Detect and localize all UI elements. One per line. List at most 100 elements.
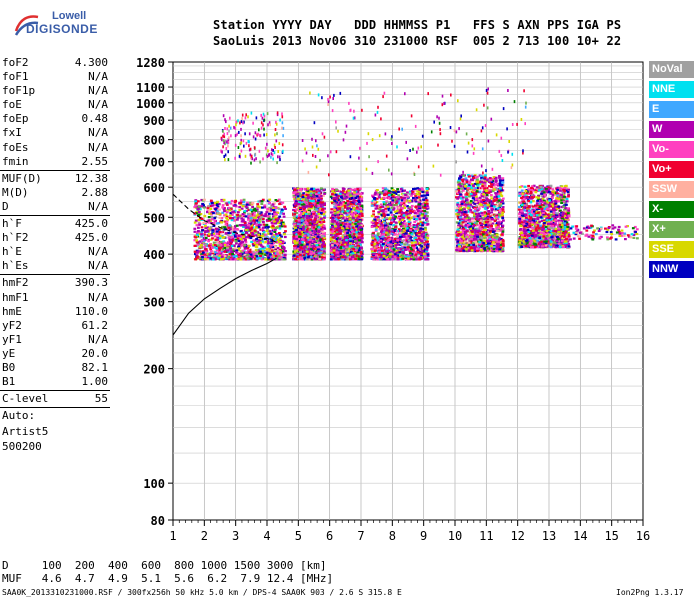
echo-point xyxy=(301,247,305,250)
echo-point xyxy=(299,221,303,224)
echo-point xyxy=(360,200,364,203)
echo-point xyxy=(213,202,217,205)
echo-point xyxy=(377,193,381,196)
echo-point xyxy=(305,245,309,248)
echo-point xyxy=(307,244,311,247)
echo-point xyxy=(357,232,361,235)
echo-point xyxy=(360,234,364,237)
echo-point xyxy=(273,213,277,216)
echo-point xyxy=(253,207,257,210)
echo-point xyxy=(339,202,342,205)
param-row: h`F 425.0 xyxy=(0,217,110,231)
echo-point xyxy=(320,229,324,232)
echo-point xyxy=(240,223,244,227)
echo-point xyxy=(207,244,211,247)
echo-point xyxy=(322,220,326,223)
param-value: 2.55 xyxy=(81,154,109,168)
echo-point xyxy=(271,226,275,230)
echo-point xyxy=(329,229,333,232)
echo-point xyxy=(284,230,287,233)
echo-point xyxy=(274,245,277,248)
echo-point xyxy=(334,258,338,261)
echo-point xyxy=(307,215,311,218)
echo-point xyxy=(275,257,279,260)
echo-point xyxy=(241,231,245,234)
param-name: yE xyxy=(2,346,16,360)
echo-point xyxy=(254,231,258,234)
echo-point xyxy=(255,241,259,244)
echo-point xyxy=(416,187,420,190)
echo-point xyxy=(208,210,211,213)
echo-point xyxy=(194,236,198,239)
echo-point xyxy=(261,254,264,257)
echo-point xyxy=(373,204,377,207)
echo-point xyxy=(338,256,342,259)
echo-point xyxy=(314,257,318,261)
echo-point xyxy=(223,243,227,247)
echo-point xyxy=(308,206,311,209)
echo-point xyxy=(212,222,216,225)
echo-point xyxy=(293,215,296,218)
echo-point xyxy=(391,202,394,205)
echo-point xyxy=(349,208,353,211)
echo-point xyxy=(305,248,308,251)
echo-point xyxy=(274,254,278,257)
echo-point xyxy=(402,227,405,230)
echo-point xyxy=(342,224,346,227)
echo-point xyxy=(242,233,245,236)
echo-point xyxy=(355,230,358,233)
echo-point xyxy=(200,242,204,245)
echo-point xyxy=(265,248,269,251)
echo-point xyxy=(208,246,212,249)
echo-point xyxy=(358,219,362,222)
echo-point xyxy=(275,213,278,216)
echo-point xyxy=(344,202,348,205)
param-name: h`E xyxy=(2,245,22,259)
echo-point xyxy=(340,208,344,211)
echo-point xyxy=(360,231,364,234)
echo-point xyxy=(337,236,340,239)
echo-point xyxy=(220,199,224,203)
echo-point xyxy=(295,189,298,192)
param-name: foEp xyxy=(2,112,29,126)
echo-point xyxy=(353,251,357,255)
echo-point xyxy=(317,204,321,207)
echo-point xyxy=(346,203,350,206)
echo-point xyxy=(318,212,321,215)
header-columns: Station YYYY DAY DDD HHMMSS P1 FFS S AXN… xyxy=(213,18,622,32)
echo-point xyxy=(374,221,377,224)
echo-point xyxy=(355,227,359,230)
echo-point xyxy=(299,187,303,191)
echo-point xyxy=(231,258,235,261)
logo-text-lowell: Lowell xyxy=(52,10,87,22)
echo-point xyxy=(372,213,375,216)
echo-point xyxy=(341,258,345,261)
echo-point xyxy=(391,228,395,231)
echo-point xyxy=(244,228,248,232)
echo-point xyxy=(241,244,244,247)
echo-point xyxy=(242,253,246,256)
echo-point xyxy=(316,224,320,227)
echo-point xyxy=(346,193,349,196)
echo-point xyxy=(340,201,344,204)
echo-point xyxy=(203,258,207,261)
echo-point xyxy=(203,214,207,218)
echo-point xyxy=(321,208,324,211)
echo-point xyxy=(333,223,337,226)
echo-point xyxy=(215,222,219,225)
echo-point xyxy=(350,257,354,260)
echo-point xyxy=(335,241,338,244)
echo-point xyxy=(411,254,415,257)
echo-point xyxy=(312,199,315,203)
echo-point xyxy=(256,203,260,206)
echo-point xyxy=(234,251,238,254)
echo-point xyxy=(277,207,281,210)
echo-point xyxy=(251,205,254,208)
echo-point xyxy=(353,191,356,194)
echo-point xyxy=(237,245,241,248)
echo-point xyxy=(294,243,297,246)
echo-point xyxy=(236,228,240,231)
echo-point xyxy=(323,254,326,257)
echo-point xyxy=(266,240,270,243)
echo-point xyxy=(294,193,298,196)
